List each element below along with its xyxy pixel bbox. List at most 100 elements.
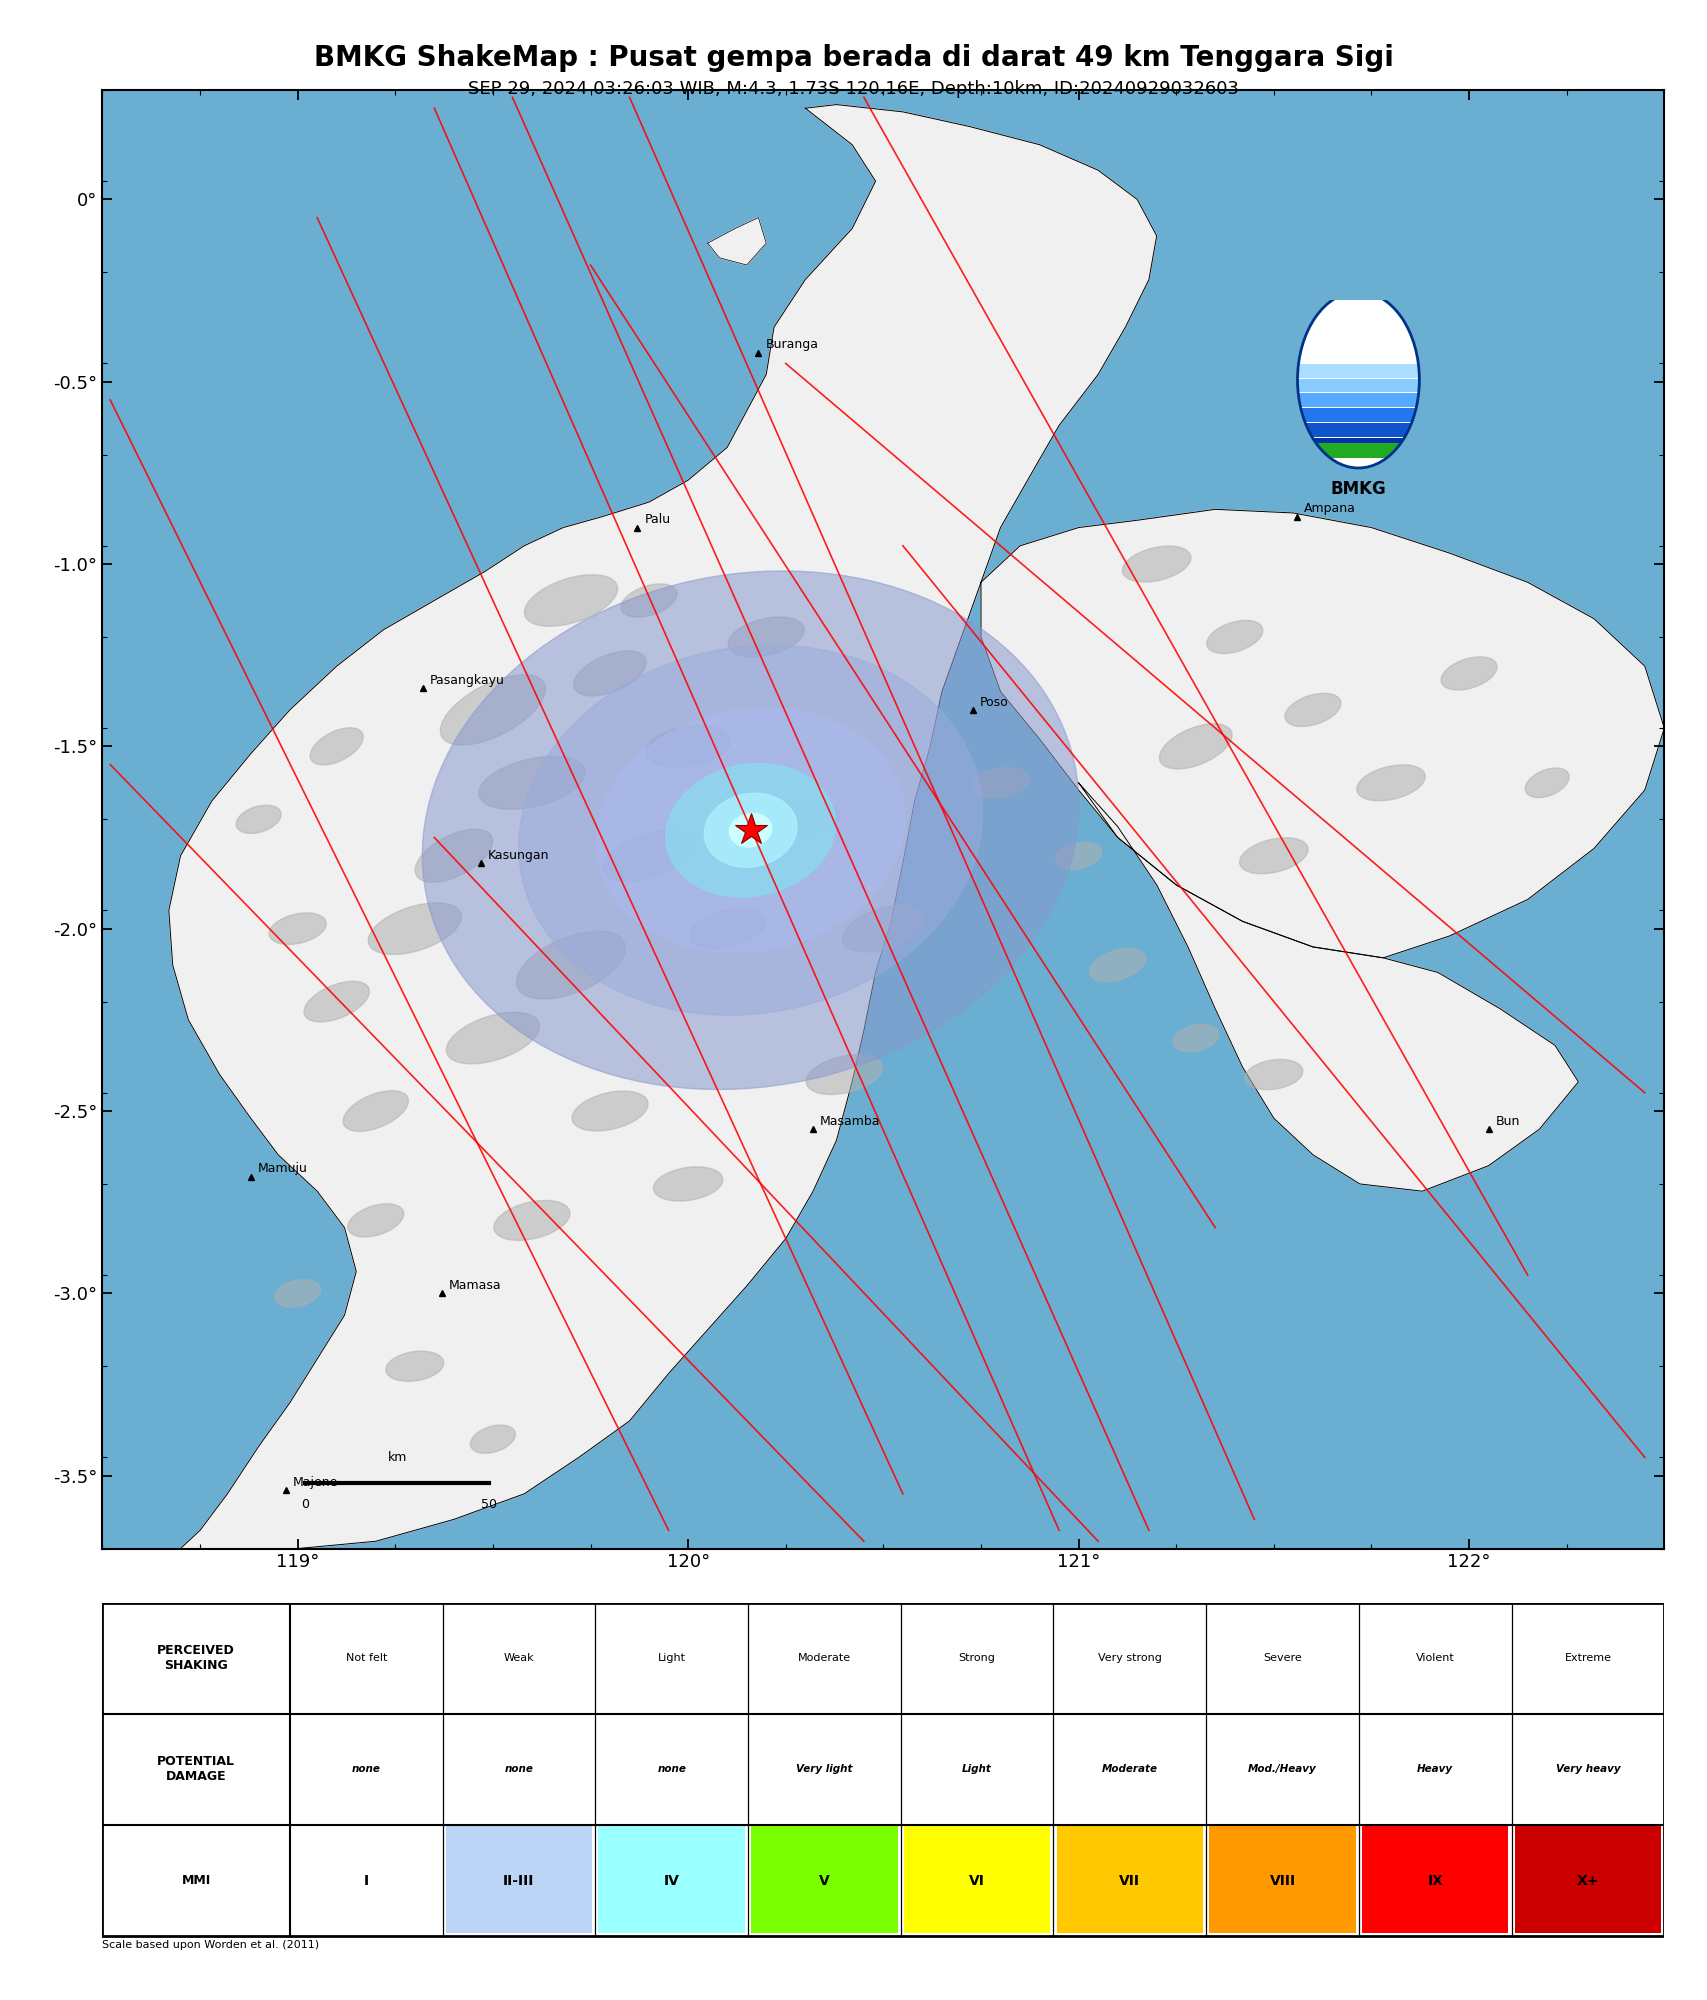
Text: Mamasa: Mamasa [449,1280,502,1292]
Text: Scale based upon Worden et al. (2011): Scale based upon Worden et al. (2011) [102,1940,319,1950]
Text: Mamuju: Mamuju [258,1162,307,1176]
Text: Very strong: Very strong [1098,1654,1162,1664]
Ellipse shape [690,908,765,948]
Text: none: none [505,1764,533,1774]
Text: X+: X+ [1577,1874,1599,1888]
Ellipse shape [1244,1060,1302,1090]
FancyBboxPatch shape [294,1824,439,1932]
Ellipse shape [519,646,983,1016]
Text: MMI: MMI [181,1874,210,1888]
Ellipse shape [446,1012,539,1064]
Ellipse shape [440,674,546,746]
Polygon shape [708,218,766,266]
Ellipse shape [729,616,804,656]
Ellipse shape [270,912,326,944]
Ellipse shape [806,1054,883,1094]
Text: Very light: Very light [795,1764,852,1774]
Ellipse shape [1207,620,1263,654]
Text: VII: VII [1120,1874,1140,1888]
Text: Heavy: Heavy [1417,1764,1453,1774]
Ellipse shape [524,574,618,626]
Text: none: none [352,1764,381,1774]
Ellipse shape [1524,768,1569,798]
Text: Strong: Strong [959,1654,995,1664]
FancyBboxPatch shape [1297,422,1420,436]
Text: BMKG ShakeMap : Pusat gempa berada di darat 49 km Tenggara Sigi: BMKG ShakeMap : Pusat gempa berada di da… [314,44,1393,72]
Ellipse shape [574,650,647,696]
Ellipse shape [517,932,625,1000]
Polygon shape [169,104,1157,1548]
Polygon shape [1079,782,1579,1192]
Ellipse shape [304,982,369,1022]
Ellipse shape [729,814,772,846]
Text: Majene: Majene [294,1476,338,1490]
Ellipse shape [1441,656,1497,690]
Text: Weak: Weak [504,1654,534,1664]
Text: POTENTIAL
DAMAGE: POTENTIAL DAMAGE [157,1756,236,1784]
Text: Mod./Heavy: Mod./Heavy [1248,1764,1316,1774]
FancyBboxPatch shape [1297,364,1420,378]
Ellipse shape [666,764,835,896]
Ellipse shape [369,902,461,954]
Text: 0: 0 [302,1498,309,1512]
Polygon shape [982,510,1664,958]
Text: Palu: Palu [644,514,671,526]
FancyBboxPatch shape [1057,1824,1203,1932]
Text: Pasangkayu: Pasangkayu [430,674,505,686]
Ellipse shape [1159,724,1232,768]
Text: Kasungan: Kasungan [488,848,550,862]
Ellipse shape [478,756,586,810]
Text: Moderate: Moderate [797,1654,850,1664]
Ellipse shape [348,1204,405,1236]
Ellipse shape [1357,764,1425,800]
Text: Ampana: Ampana [1304,502,1355,516]
Text: 50: 50 [481,1498,497,1512]
Ellipse shape [471,1426,516,1454]
Text: Map Version 1 Processed Sun Sep 29, 2024 09:38:13 WIB: Map Version 1 Processed Sun Sep 29, 2024… [638,1628,1128,1644]
FancyBboxPatch shape [446,1824,592,1932]
FancyBboxPatch shape [751,1824,898,1932]
Ellipse shape [1089,948,1145,982]
Text: Violent: Violent [1415,1654,1454,1664]
FancyBboxPatch shape [102,1602,1664,1936]
Ellipse shape [275,1280,321,1306]
Text: Moderate: Moderate [1101,1764,1157,1774]
Text: I: I [364,1874,369,1888]
FancyBboxPatch shape [903,1824,1050,1932]
Ellipse shape [1239,838,1308,874]
Text: Bun: Bun [1495,1116,1519,1128]
Text: IV: IV [664,1874,679,1888]
Ellipse shape [343,1090,408,1132]
FancyBboxPatch shape [1297,394,1420,408]
Text: km: km [387,1452,406,1464]
Text: Not felt: Not felt [345,1654,387,1664]
Ellipse shape [1123,546,1191,582]
Ellipse shape [1055,842,1101,870]
Text: Extreme: Extreme [1564,1654,1611,1664]
Ellipse shape [386,1352,444,1382]
Ellipse shape [654,1166,722,1202]
Ellipse shape [596,708,905,952]
Ellipse shape [842,906,925,952]
FancyBboxPatch shape [1297,442,1420,458]
Ellipse shape [621,584,678,618]
FancyBboxPatch shape [1514,1824,1661,1932]
Ellipse shape [1173,1024,1219,1052]
Text: V: V [819,1874,830,1888]
Text: Light: Light [657,1654,686,1664]
Ellipse shape [1285,694,1342,726]
FancyBboxPatch shape [599,1824,744,1932]
Text: Buranga: Buranga [765,338,818,352]
Text: VIII: VIII [1270,1874,1296,1888]
Text: II-III: II-III [504,1874,534,1888]
FancyBboxPatch shape [1362,1824,1509,1932]
Ellipse shape [572,1092,649,1130]
Text: none: none [657,1764,686,1774]
Ellipse shape [645,726,731,768]
Ellipse shape [705,794,797,868]
Ellipse shape [770,802,840,836]
Text: PERCEIVED
SHAKING: PERCEIVED SHAKING [157,1644,236,1672]
Ellipse shape [236,806,282,834]
Text: IX: IX [1427,1874,1442,1888]
Text: BMKG: BMKG [1330,480,1386,498]
